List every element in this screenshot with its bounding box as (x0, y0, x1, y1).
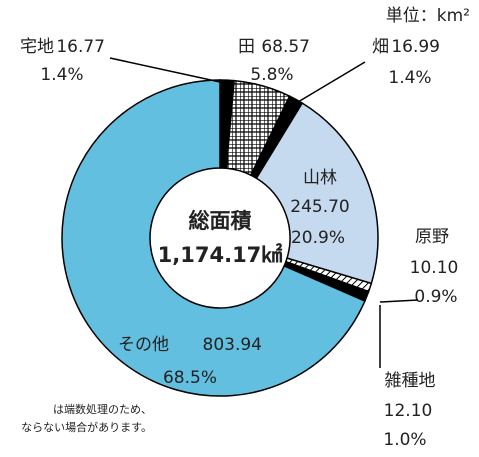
value-label: 803.94 (203, 335, 262, 355)
leader-line (297, 61, 366, 103)
value-label: 68.57 (261, 37, 310, 57)
value-label: 12.10 (384, 401, 433, 421)
note: ならない場合があります。 (21, 420, 152, 434)
value-label: 245.70 (290, 197, 349, 217)
percent-label: 20.9% (291, 228, 345, 248)
percent-label: 68.5% (163, 368, 217, 388)
percent-label: 1.0% (383, 430, 426, 450)
slice-name: 山林 (303, 168, 337, 188)
percent-label: 1.4% (388, 68, 431, 88)
slice-name: 宅地 (20, 37, 54, 57)
center-label: 1,174.17㎢ (158, 243, 283, 267)
value-label: 16.99 (391, 37, 440, 57)
donut-slice (255, 102, 379, 285)
unit: 単位：km² (386, 6, 470, 26)
slice-name: 田 (238, 37, 255, 57)
leader-line (109, 57, 221, 83)
slice-name: 原野 (415, 227, 449, 247)
slice-name: 畑 (372, 37, 389, 57)
donut-slice (61, 79, 366, 397)
slice-name: 雑種地 (385, 371, 436, 391)
leader-line (379, 299, 419, 303)
value-label: 16.77 (56, 37, 105, 57)
center-label: 総面積 (189, 209, 253, 233)
slice-name: その他 (118, 335, 169, 355)
percent-label: 1.4% (40, 65, 83, 85)
percent-label: 0.9% (414, 287, 457, 307)
value-label: 10.10 (410, 258, 459, 278)
percent-label: 5.8% (250, 65, 293, 85)
note: は端数処理のため、 (53, 403, 152, 416)
